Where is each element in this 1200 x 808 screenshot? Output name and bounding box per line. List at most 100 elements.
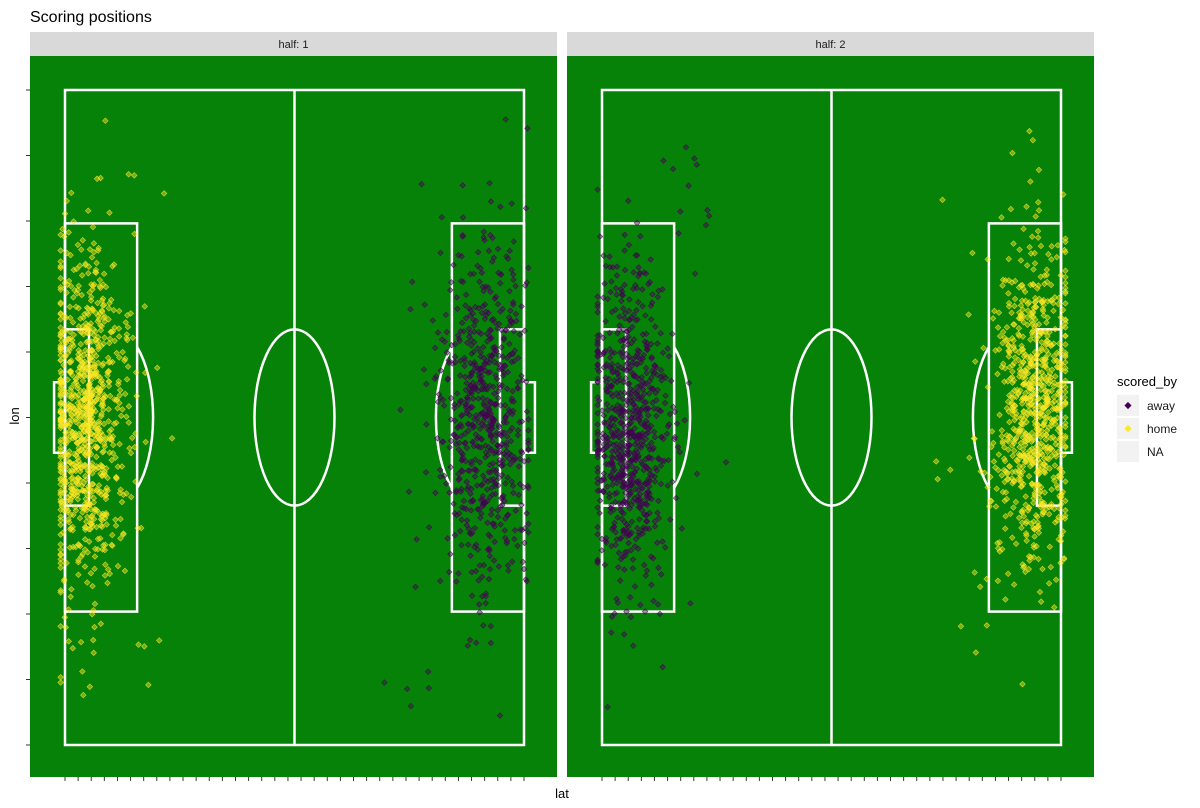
data-point-away bbox=[525, 529, 532, 536]
data-point-away bbox=[523, 408, 531, 415]
data-point-home bbox=[106, 339, 113, 347]
data-point-home bbox=[121, 355, 129, 362]
data-point-home bbox=[57, 352, 64, 359]
data-point-away bbox=[656, 610, 664, 618]
data-point-away bbox=[494, 300, 502, 308]
data-point-away bbox=[483, 330, 491, 337]
data-point-home bbox=[67, 459, 74, 466]
data-point-away bbox=[450, 431, 457, 438]
data-point-home bbox=[67, 511, 74, 518]
data-point-away bbox=[497, 279, 504, 287]
data-point-home bbox=[57, 417, 64, 424]
data-point-away bbox=[466, 389, 473, 397]
data-point-home bbox=[88, 392, 95, 399]
data-point-away bbox=[648, 472, 656, 479]
data-point-home bbox=[76, 514, 84, 522]
data-point-away bbox=[501, 534, 509, 542]
data-point-home bbox=[57, 436, 64, 444]
data-point-away bbox=[665, 456, 672, 464]
data-point-away bbox=[444, 535, 451, 542]
data-point-away bbox=[475, 601, 483, 608]
data-point-away bbox=[490, 350, 498, 357]
data-point-home bbox=[84, 443, 91, 450]
data-point-home bbox=[57, 462, 64, 469]
data-point-away bbox=[439, 438, 446, 446]
data-point-away bbox=[412, 583, 419, 591]
data-point-away bbox=[437, 577, 444, 585]
data-point-away bbox=[482, 449, 490, 456]
data-point-home bbox=[80, 396, 88, 403]
data-point-home bbox=[82, 444, 89, 452]
data-point-home bbox=[99, 546, 106, 553]
data-point-away bbox=[481, 500, 489, 507]
data-point-away bbox=[621, 389, 628, 397]
data-point-away bbox=[472, 466, 479, 473]
data-point-away bbox=[497, 494, 505, 502]
data-point-away bbox=[645, 280, 652, 288]
data-point-away bbox=[643, 567, 651, 574]
data-point-home bbox=[57, 513, 64, 520]
data-point-away bbox=[648, 355, 655, 362]
data-point-away bbox=[491, 401, 498, 408]
data-point-away bbox=[640, 561, 648, 569]
data-point-home bbox=[63, 421, 70, 428]
data-point-away bbox=[422, 469, 430, 476]
data-point-away bbox=[472, 567, 480, 575]
data-point-home bbox=[112, 473, 120, 481]
data-point-away bbox=[615, 393, 622, 400]
data-point-away bbox=[681, 417, 688, 424]
data-point-away bbox=[614, 599, 622, 606]
data-point-home bbox=[88, 254, 96, 261]
data-point-home bbox=[88, 520, 96, 527]
data-point-home bbox=[76, 412, 83, 420]
data-point-home bbox=[83, 338, 90, 346]
pitch-markings bbox=[589, 88, 1074, 747]
data-point-home bbox=[90, 636, 97, 644]
data-point-home bbox=[108, 328, 115, 336]
data-point-home bbox=[124, 336, 131, 344]
data-point-away bbox=[477, 353, 485, 360]
data-point-home bbox=[57, 521, 64, 528]
data-point-away bbox=[461, 430, 469, 437]
data-point-away bbox=[460, 278, 467, 286]
data-point-away bbox=[498, 365, 505, 373]
data-point-away bbox=[467, 306, 474, 314]
data-point-home bbox=[73, 439, 81, 446]
data-point-home bbox=[108, 456, 115, 464]
data-point-away bbox=[502, 414, 509, 422]
data-point-away bbox=[429, 317, 437, 324]
data-point-home bbox=[87, 520, 94, 527]
data-point-home bbox=[99, 463, 106, 470]
data-point-away bbox=[490, 254, 498, 261]
data-point-home bbox=[142, 369, 149, 377]
data-point-away bbox=[594, 475, 601, 482]
data-point-home bbox=[61, 327, 69, 335]
data-point-home bbox=[69, 340, 76, 348]
data-point-away bbox=[609, 369, 616, 376]
data-point-home bbox=[88, 305, 96, 312]
data-point-away bbox=[447, 394, 455, 402]
data-point-home bbox=[97, 284, 104, 292]
data-point-away bbox=[503, 419, 510, 426]
data-point-away bbox=[614, 369, 621, 377]
data-point-home bbox=[67, 524, 75, 532]
data-point-away bbox=[514, 542, 521, 550]
data-point-home bbox=[88, 460, 96, 467]
data-point-away bbox=[488, 425, 496, 432]
data-point-away bbox=[628, 428, 635, 435]
data-point-home bbox=[113, 396, 120, 404]
data-point-home bbox=[92, 328, 99, 335]
data-point-away bbox=[504, 433, 511, 440]
data-point-away bbox=[486, 352, 493, 359]
data-point-home bbox=[59, 529, 67, 536]
data-point-home bbox=[105, 359, 113, 366]
data-point-away bbox=[488, 506, 496, 513]
data-point-away bbox=[451, 510, 458, 517]
data-point-away bbox=[467, 490, 474, 497]
data-point-away bbox=[455, 423, 462, 430]
data-point-home bbox=[61, 614, 69, 621]
data-point-away bbox=[488, 334, 495, 342]
data-point-home bbox=[141, 643, 148, 650]
data-point-away bbox=[471, 524, 479, 532]
